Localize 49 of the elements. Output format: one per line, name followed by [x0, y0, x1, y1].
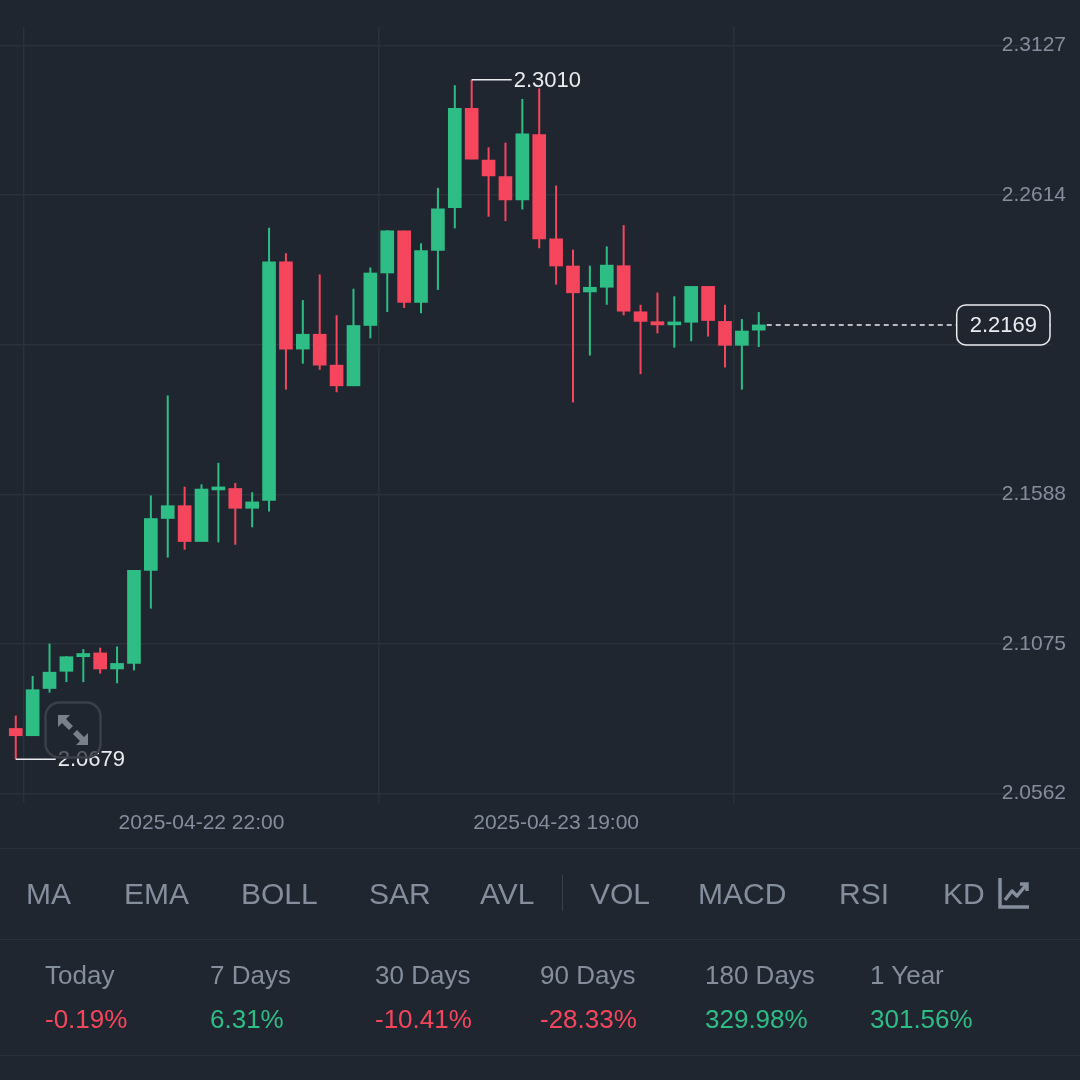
- x-tick-label: 2025-04-23 19:00: [473, 810, 640, 834]
- text: VOL: [590, 877, 651, 911]
- y-tick-label: 2.0562: [1001, 780, 1066, 804]
- text: 6.31%: [210, 1004, 284, 1035]
- text: -10.41%: [375, 1004, 472, 1035]
- text: AVL: [480, 877, 535, 911]
- text: -28.33%: [540, 1004, 637, 1035]
- y-tick-label: 2.3127: [1001, 32, 1066, 56]
- candlestick: [481, 146, 496, 218]
- text: 180 Days: [705, 960, 815, 991]
- text: 30 Days: [375, 960, 471, 991]
- text: -0.19%: [45, 1004, 128, 1035]
- y-tick-label: 2.1075: [1001, 630, 1066, 654]
- candlestick: [633, 303, 648, 376]
- text: EMA: [124, 877, 190, 911]
- candlestick: [735, 318, 749, 391]
- text: SAR: [369, 877, 431, 911]
- candlestick: [59, 655, 74, 684]
- text: 1 Year: [870, 960, 944, 991]
- text: RSI: [839, 877, 890, 911]
- ref-line-label: 2.2169: [969, 311, 1037, 337]
- y-tick-label: 2.1588: [1001, 481, 1066, 505]
- y-tick-label: 2.2614: [1001, 181, 1067, 205]
- text: 90 Days: [540, 960, 636, 991]
- text: 7 Days: [210, 960, 291, 991]
- candlestick: [93, 646, 108, 675]
- text: BOLL: [241, 877, 318, 911]
- candlestick: [295, 299, 310, 365]
- text: MA: [26, 877, 71, 911]
- candlestick: [583, 264, 597, 357]
- candlestick: [160, 394, 175, 559]
- candlestick: [110, 645, 124, 685]
- candlestick: [76, 648, 91, 684]
- text: 329.98%: [705, 1004, 808, 1035]
- candlestick: [228, 481, 243, 546]
- candlestick: [599, 245, 614, 306]
- x-tick-label: 2025-04-22 22:00: [118, 810, 285, 834]
- text: 301.56%: [870, 1004, 973, 1035]
- candlestick: [650, 291, 665, 335]
- candlestick: [8, 714, 23, 761]
- annotation: 2.0679: [57, 746, 126, 772]
- candlestick: [42, 642, 57, 694]
- candlestick: [498, 141, 513, 223]
- annotation: 2.3010: [513, 66, 581, 92]
- text: Today: [45, 960, 115, 991]
- text: MACD: [698, 877, 787, 911]
- text: KD: [943, 877, 985, 911]
- candlestick: [329, 314, 344, 394]
- candlestick: [245, 491, 259, 529]
